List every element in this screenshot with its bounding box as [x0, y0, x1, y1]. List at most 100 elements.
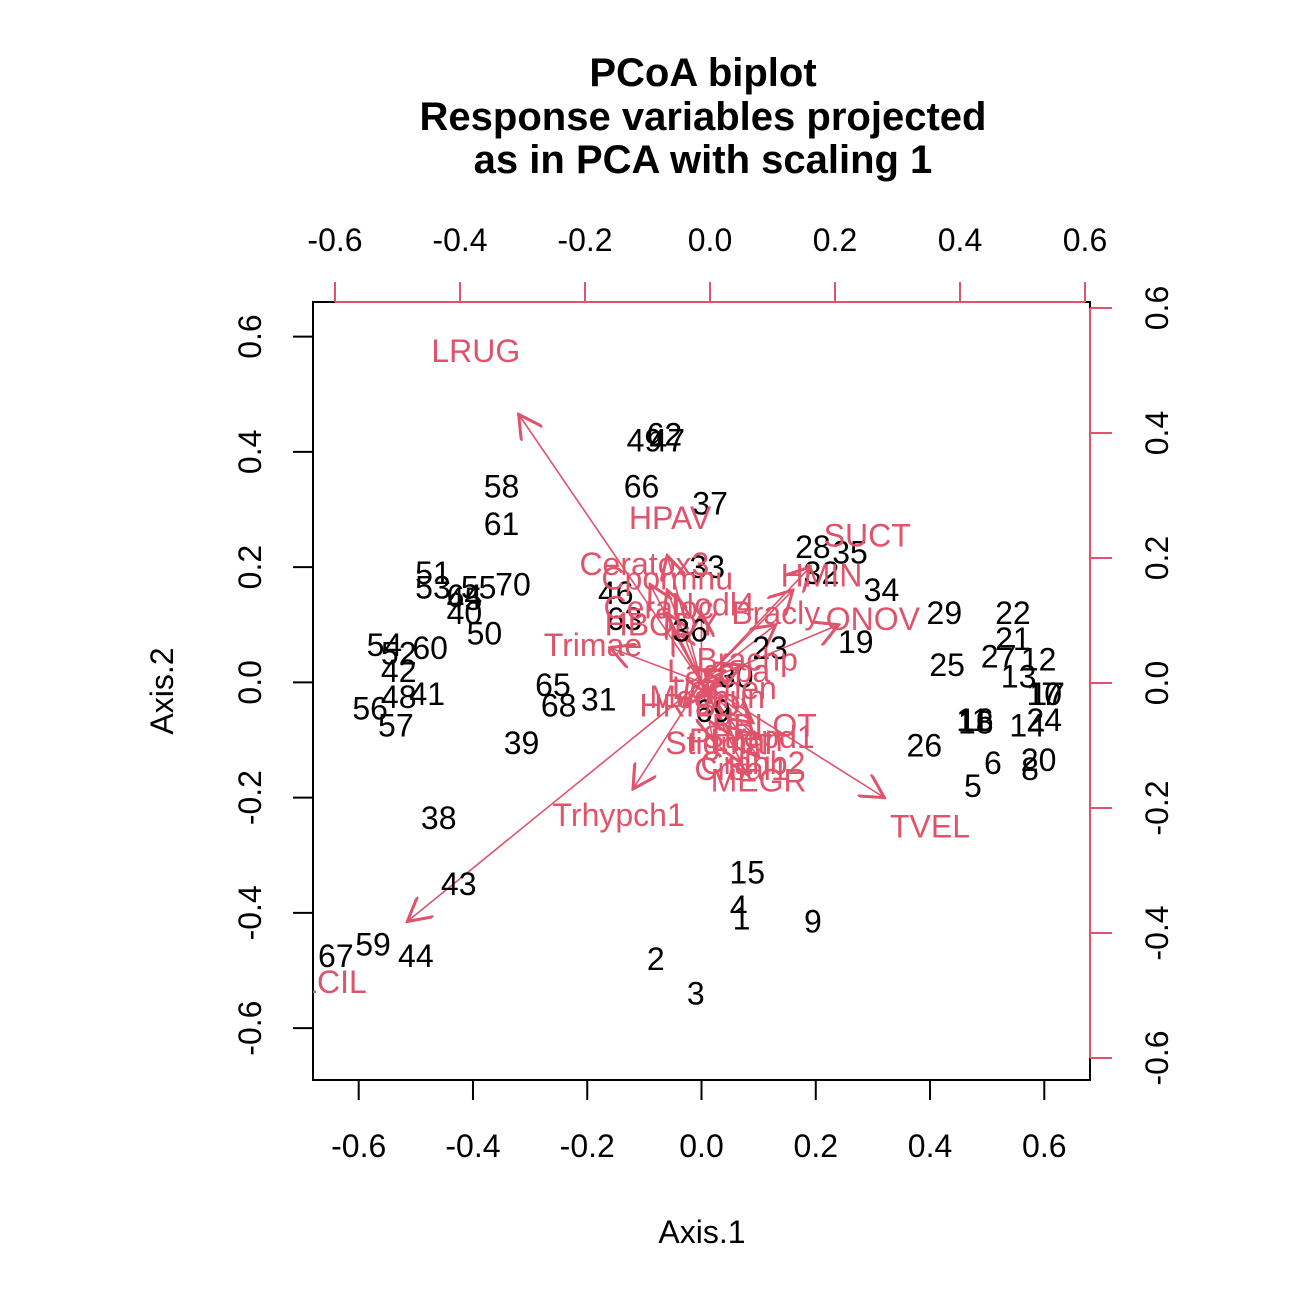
site-label-26: 26	[907, 728, 943, 764]
site-label-62: 62	[647, 417, 683, 453]
site-label-55: 55	[461, 569, 497, 605]
site-label-5: 5	[964, 768, 982, 804]
chart-title-line-3: as in PCA with scaling 1	[474, 138, 933, 182]
variable-label-ceratox3: Ceratox3	[579, 546, 709, 582]
y-axis-right: -0.6 -0.4 -0.2 0.0 0.2 0.4 0.6	[1089, 286, 1175, 1086]
top-tick-label: -0.2	[557, 222, 612, 258]
variable-label-laccpa: Laccpa	[667, 653, 770, 689]
y-tick-label: -0.4	[232, 885, 268, 940]
chart-title: PCoA biplot Response variables projected…	[420, 51, 987, 182]
site-label-50: 50	[467, 615, 503, 651]
site-label-15: 15	[729, 855, 765, 891]
site-label-3: 3	[687, 976, 705, 1012]
site-label-32: 32	[804, 555, 840, 591]
variable-label-hmin: HMIN	[781, 558, 863, 594]
site-label-19: 19	[838, 624, 874, 660]
variable-arrow-lcil	[407, 681, 703, 921]
right-tick-label: -0.4	[1139, 905, 1175, 960]
site-label-53: 53	[415, 569, 451, 605]
variable-label-lochen: Lochen	[672, 670, 777, 706]
x-tick-label: -0.2	[560, 1128, 615, 1164]
site-label-31: 31	[581, 682, 617, 718]
variable-label-strepd1: Strepd1	[703, 719, 815, 755]
y-tick-label: 0.2	[232, 545, 268, 589]
site-label-46: 46	[598, 575, 634, 611]
y-tick-label: -0.2	[232, 770, 268, 825]
x-axis-label: Axis.1	[658, 1214, 745, 1250]
x-tick-label: 0.0	[679, 1128, 723, 1164]
y-axis-label: Axis.2	[144, 647, 180, 734]
variable-arrow-megr	[700, 682, 748, 774]
variable-labels: LRUG LCIL TVEL Trhypch1 SUCT HMIN ONOV HPAV Cera…	[299, 333, 970, 1000]
site-label-27: 27	[981, 638, 1017, 674]
variable-label-hpav: HPAV	[629, 500, 712, 536]
site-label-42: 42	[381, 653, 417, 689]
variable-label-cpormnu: Cpormnu	[601, 561, 733, 597]
site-label-24: 24	[1026, 702, 1062, 738]
site-label-4: 4	[730, 889, 748, 925]
variable-arrows	[407, 414, 884, 921]
site-label-25: 25	[929, 647, 965, 683]
site-label-7: 7	[1041, 676, 1059, 712]
site-label-29: 29	[927, 595, 963, 631]
x-tick-label: 0.4	[908, 1128, 952, 1164]
site-label-30: 30	[718, 659, 754, 695]
site-label-47: 47	[649, 422, 685, 458]
site-label-39: 39	[504, 725, 540, 761]
site-label-63: 63	[607, 601, 643, 637]
y-axis-left: -0.6 -0.4 -0.2 0.0 0.2 0.4 0.6	[232, 314, 314, 1056]
site-label-56: 56	[352, 690, 388, 726]
variable-label-meghun: Meghun	[649, 679, 765, 715]
site-label-51: 51	[415, 555, 451, 591]
site-label-44: 44	[398, 938, 434, 974]
variable-label-trhypch1: Trhypch1	[553, 797, 685, 833]
chart-title-line-2: Response variables projected	[420, 95, 987, 139]
x-tick-label: -0.6	[331, 1128, 386, 1164]
site-label-10: 10	[1026, 676, 1062, 712]
top-tick-label: 0.0	[688, 222, 732, 258]
site-label-60: 60	[412, 630, 448, 666]
site-label-18: 18	[958, 705, 994, 741]
variable-label-hribo: HRIBO	[639, 687, 740, 723]
site-label-9: 9	[804, 904, 822, 940]
site-label-21: 21	[995, 621, 1031, 657]
site-label-61: 61	[484, 506, 520, 542]
site-label-6: 6	[984, 745, 1002, 781]
variable-label-brachp: Brachp	[697, 641, 798, 677]
top-tick-label: -0.4	[432, 222, 487, 258]
x-tick-label: 0.2	[794, 1128, 838, 1164]
site-label-13: 13	[1001, 659, 1037, 695]
right-tick-label: -0.6	[1139, 1030, 1175, 1085]
site-label-36: 36	[672, 612, 708, 648]
site-label-1: 1	[733, 901, 751, 937]
site-label-33: 33	[689, 549, 725, 585]
y-tick-label: -0.6	[232, 1001, 268, 1056]
site-label-37: 37	[692, 486, 728, 522]
site-label-23: 23	[752, 630, 788, 666]
site-label-41: 41	[409, 676, 445, 712]
top-tick-label: 0.2	[813, 222, 857, 258]
site-label-69: 69	[695, 693, 731, 729]
variable-label-hbody: HBODY	[605, 607, 719, 643]
y-tick-label: 0.0	[232, 660, 268, 704]
variable-label-bracly: Bracly	[731, 595, 820, 631]
x-axis-top: -0.6 -0.4 -0.2 0.0 0.2 0.4 0.6	[307, 222, 1107, 303]
site-label-70: 70	[495, 566, 531, 602]
variable-label-bblot: BBLOT	[712, 708, 817, 744]
y-tick-label: 0.4	[232, 430, 268, 474]
site-label-48: 48	[381, 679, 417, 715]
variable-label-lcil: LCIL	[299, 964, 367, 1000]
variable-label-tvel: TVEL	[890, 808, 970, 844]
variable-label-stigmal: Stigmal	[665, 725, 772, 761]
right-tick-label: 0.0	[1139, 661, 1175, 705]
right-tick-label: 0.6	[1139, 286, 1175, 330]
variable-label-trimae: Trimae	[544, 627, 642, 663]
top-tick-label: 0.4	[938, 222, 982, 258]
x-axis-bottom: -0.6 -0.4 -0.2 0.0 0.2 0.4 0.6	[331, 1079, 1067, 1164]
site-labels: 1234567891011121314151617181920212223242…	[318, 417, 1065, 1012]
chart-title-line-1: PCoA biplot	[589, 51, 816, 95]
site-label-67: 67	[318, 938, 354, 974]
site-label-22: 22	[995, 595, 1031, 631]
site-label-65: 65	[535, 667, 571, 703]
